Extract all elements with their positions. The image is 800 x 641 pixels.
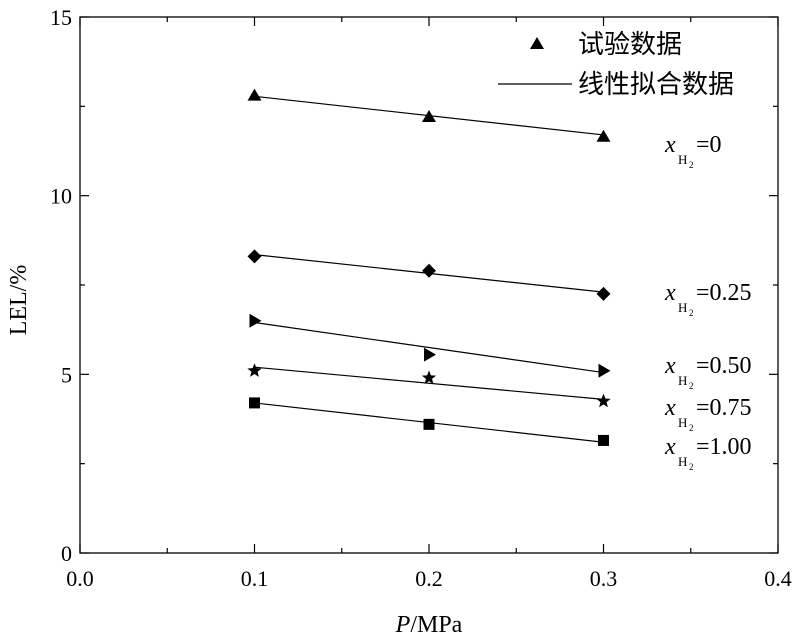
series-label-value: =1.00 bbox=[696, 434, 752, 460]
x-axis-label: P/MPa bbox=[395, 612, 463, 638]
data-point-h050 bbox=[424, 347, 436, 362]
legend-marker-icon bbox=[530, 37, 544, 49]
x-tick-label: 0.4 bbox=[764, 566, 792, 591]
x-tick-label: 0.1 bbox=[241, 566, 269, 591]
data-point-h025 bbox=[596, 286, 611, 301]
legend: 试验数据 线性拟合数据 bbox=[498, 30, 734, 100]
data-point-h0 bbox=[247, 88, 262, 101]
data-point-h075 bbox=[247, 363, 262, 377]
data-point-h025 bbox=[247, 249, 262, 264]
x-tick-label: 0.3 bbox=[590, 566, 618, 591]
y-tick-label: 0 bbox=[61, 541, 72, 566]
series-label-variable: x bbox=[664, 353, 676, 379]
series-label-variable: x bbox=[664, 395, 676, 421]
y-tick-label: 5 bbox=[61, 362, 72, 387]
series-label-h075: xH 2=0.75 bbox=[664, 395, 752, 433]
series-label-h100: xH 2=1.00 bbox=[664, 434, 752, 472]
series-label-value: =0.50 bbox=[696, 353, 752, 379]
series-label-subsubscript: 2 bbox=[689, 462, 694, 472]
data-point-h025 bbox=[422, 263, 436, 278]
fit-line-h050 bbox=[254, 321, 604, 374]
series-label-subsubscript: 2 bbox=[689, 381, 694, 391]
data-point-h075 bbox=[596, 393, 611, 408]
data-point-h100 bbox=[423, 418, 435, 430]
series-label-subsubscript: 2 bbox=[689, 308, 694, 318]
axes: 0.0 0.1 0.2 0.3 0.4 0 5 10 15 P/MPa LEL/% bbox=[6, 5, 792, 638]
legend-line-label: 线性拟合数据 bbox=[578, 70, 734, 100]
series-label-subscript: H bbox=[678, 454, 687, 469]
series-label-h0: xH 2=0 bbox=[664, 132, 722, 170]
legend-marker-label: 试验数据 bbox=[578, 30, 682, 60]
y-axis-label: LEL/% bbox=[6, 265, 32, 336]
series-label-subsubscript: 2 bbox=[689, 423, 694, 433]
series-label-value: =0.75 bbox=[696, 395, 752, 421]
data-point-h100 bbox=[598, 434, 609, 446]
series-label-value: =0.25 bbox=[696, 280, 752, 306]
series-label-subscript: H bbox=[678, 415, 687, 430]
series-label-h050: xH 2=0.50 bbox=[664, 353, 752, 391]
legend-triangle-icon bbox=[530, 37, 544, 49]
y-tick-label: 10 bbox=[50, 184, 72, 209]
series-label-subscript: H bbox=[678, 300, 687, 315]
y-tick-label: 15 bbox=[50, 5, 72, 30]
series-label-variable: x bbox=[664, 280, 676, 306]
data-point-h050 bbox=[249, 313, 262, 328]
data-point-h0 bbox=[596, 129, 611, 142]
x-tick-label: 0.2 bbox=[415, 566, 443, 591]
series-label-h025: xH 2=0.25 bbox=[664, 280, 752, 318]
series-label-subscript: H bbox=[678, 152, 687, 167]
series-label-variable: x bbox=[664, 132, 676, 158]
fit-line-h075 bbox=[254, 366, 604, 400]
data-point-h075 bbox=[421, 370, 437, 384]
data-point-h100 bbox=[249, 397, 260, 409]
data-point-h050 bbox=[598, 363, 611, 378]
series-label-variable: x bbox=[664, 434, 676, 460]
data-point-h0 bbox=[422, 110, 436, 123]
x-tick-label: 0.0 bbox=[66, 566, 94, 591]
data-markers bbox=[247, 88, 611, 446]
series-label-subsubscript: 2 bbox=[689, 160, 694, 170]
series-label-subscript: H bbox=[678, 373, 687, 388]
series-label-value: =0 bbox=[696, 132, 722, 158]
